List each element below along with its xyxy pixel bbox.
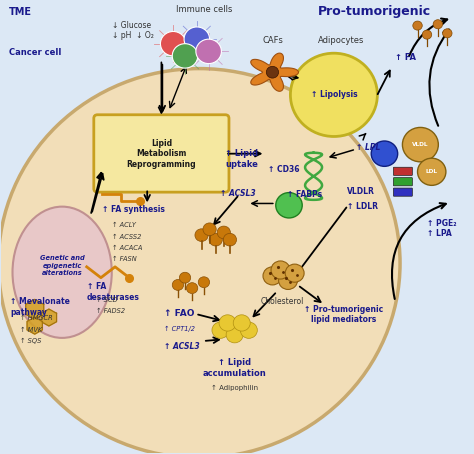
- Circle shape: [195, 229, 208, 242]
- Circle shape: [240, 322, 257, 338]
- Text: ↑ ACSL3: ↑ ACSL3: [164, 342, 200, 351]
- Circle shape: [271, 261, 290, 279]
- Circle shape: [172, 280, 183, 291]
- FancyBboxPatch shape: [94, 115, 229, 192]
- Circle shape: [263, 267, 282, 285]
- Circle shape: [285, 264, 304, 282]
- Circle shape: [219, 315, 236, 331]
- Circle shape: [291, 53, 377, 137]
- Text: Genetic and
epigenetic
alterations: Genetic and epigenetic alterations: [40, 256, 84, 276]
- Polygon shape: [251, 53, 299, 91]
- Circle shape: [186, 283, 198, 294]
- Text: ↑ ACACA: ↑ ACACA: [112, 245, 142, 251]
- Circle shape: [203, 223, 216, 236]
- Circle shape: [209, 233, 222, 246]
- Circle shape: [443, 29, 452, 38]
- Text: Cholesterol: Cholesterol: [260, 297, 303, 306]
- Text: ↑ LPL: ↑ LPL: [356, 143, 381, 152]
- FancyBboxPatch shape: [393, 167, 412, 175]
- Text: Cancer cell: Cancer cell: [9, 48, 62, 57]
- Circle shape: [217, 226, 230, 239]
- Text: VLDLR: VLDLR: [346, 187, 374, 196]
- Text: Lipid
Metabolism
Reprogramming: Lipid Metabolism Reprogramming: [127, 139, 196, 168]
- Text: ↑ Lipid
accumulation: ↑ Lipid accumulation: [203, 358, 266, 378]
- Circle shape: [371, 141, 398, 166]
- Text: ↑ LDLR: ↑ LDLR: [346, 202, 378, 211]
- Text: CAFs: CAFs: [262, 36, 283, 45]
- Text: Immune cells: Immune cells: [176, 5, 232, 14]
- Text: Pro-tumorigenic: Pro-tumorigenic: [318, 5, 430, 18]
- Circle shape: [402, 128, 438, 162]
- Text: ↑ SQS: ↑ SQS: [19, 338, 41, 344]
- Text: ↑ CD36: ↑ CD36: [268, 164, 299, 173]
- Ellipse shape: [12, 207, 112, 338]
- Text: ↑ FA: ↑ FA: [395, 53, 416, 62]
- Text: ↑ Lipolysis: ↑ Lipolysis: [310, 90, 357, 99]
- Text: ↑ Adipophilin: ↑ Adipophilin: [211, 385, 258, 390]
- Circle shape: [413, 21, 422, 30]
- Text: ↑ SCD: ↑ SCD: [96, 297, 118, 303]
- Polygon shape: [26, 300, 44, 319]
- Text: ↑ ACLY: ↑ ACLY: [112, 222, 136, 228]
- Ellipse shape: [0, 69, 400, 454]
- Circle shape: [226, 326, 243, 343]
- Text: ↑ Pro-tumorigenic
lipid mediators: ↑ Pro-tumorigenic lipid mediators: [304, 305, 383, 324]
- Text: ↑ Mevalonate
pathway: ↑ Mevalonate pathway: [10, 297, 70, 316]
- Text: LDL: LDL: [426, 169, 438, 174]
- Circle shape: [433, 20, 443, 29]
- Text: Adipocytes: Adipocytes: [318, 36, 364, 45]
- Circle shape: [422, 30, 432, 39]
- Text: ↑ Lipid
uptake: ↑ Lipid uptake: [225, 149, 258, 168]
- Text: ↑ FADS2: ↑ FADS2: [96, 308, 125, 315]
- Text: ↑ FA
desaturases: ↑ FA desaturases: [87, 282, 139, 301]
- Circle shape: [266, 66, 279, 78]
- Polygon shape: [41, 309, 56, 326]
- Circle shape: [279, 271, 298, 290]
- Text: ↑ FABPs: ↑ FABPs: [287, 190, 322, 199]
- Text: ↑ CPT1/2: ↑ CPT1/2: [164, 326, 195, 332]
- Circle shape: [160, 31, 186, 56]
- Circle shape: [184, 27, 210, 51]
- Text: ↑ MVK: ↑ MVK: [19, 326, 42, 333]
- Polygon shape: [27, 317, 42, 334]
- Text: TME: TME: [9, 7, 32, 18]
- Text: VLDL: VLDL: [412, 142, 428, 147]
- Text: ↑ FASN: ↑ FASN: [112, 257, 137, 262]
- Circle shape: [179, 272, 191, 283]
- Text: ↑ PGE₂
↑ LPA: ↑ PGE₂ ↑ LPA: [427, 219, 456, 238]
- Text: ↑ FAO: ↑ FAO: [164, 309, 194, 318]
- Circle shape: [418, 158, 446, 185]
- Circle shape: [212, 322, 229, 338]
- FancyBboxPatch shape: [393, 178, 412, 186]
- Circle shape: [276, 192, 302, 218]
- Text: ↑ ACSS2: ↑ ACSS2: [112, 234, 141, 240]
- Circle shape: [172, 44, 198, 68]
- Circle shape: [223, 233, 237, 246]
- Text: ↑ HMGCR: ↑ HMGCR: [19, 315, 52, 321]
- FancyBboxPatch shape: [393, 188, 412, 196]
- Circle shape: [196, 39, 221, 64]
- Text: ↓ Glucose
↓ pH  ↓ O₂: ↓ Glucose ↓ pH ↓ O₂: [112, 21, 154, 40]
- Circle shape: [233, 315, 250, 331]
- Text: ↑ ACSL3: ↑ ACSL3: [220, 188, 256, 197]
- Text: ↑ FA synthesis: ↑ FA synthesis: [102, 205, 165, 214]
- Circle shape: [198, 277, 210, 288]
